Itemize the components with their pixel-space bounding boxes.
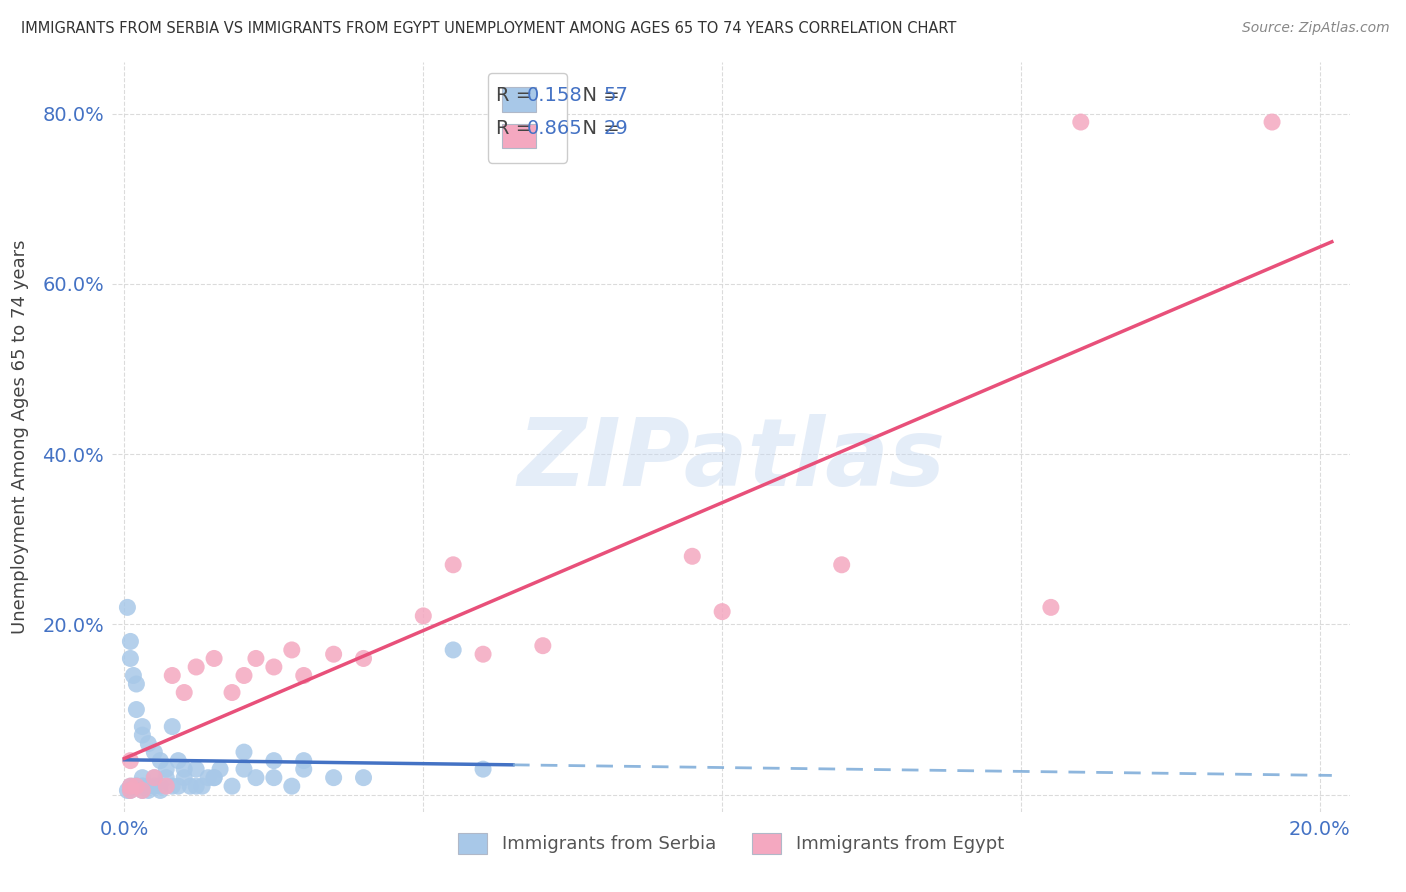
- Point: [117, 783, 139, 797]
- Point: [173, 685, 195, 699]
- Point: [186, 660, 208, 674]
- Point: [292, 668, 315, 682]
- Point: [472, 762, 495, 776]
- Point: [131, 771, 153, 785]
- Point: [281, 779, 304, 793]
- Point: [353, 651, 375, 665]
- Point: [131, 728, 153, 742]
- Y-axis label: Unemployment Among Ages 65 to 74 years: Unemployment Among Ages 65 to 74 years: [10, 240, 28, 634]
- Point: [197, 771, 219, 785]
- Point: [120, 779, 142, 793]
- Point: [173, 762, 195, 776]
- Point: [245, 771, 267, 785]
- Point: [221, 779, 243, 793]
- Point: [120, 779, 142, 793]
- Point: [125, 702, 148, 716]
- Point: [167, 779, 190, 793]
- Point: [353, 771, 375, 785]
- Text: 29: 29: [603, 119, 628, 138]
- Point: [138, 783, 160, 797]
- Point: [322, 771, 344, 785]
- Point: [233, 668, 256, 682]
- Point: [125, 779, 148, 793]
- Point: [711, 605, 734, 619]
- Point: [131, 720, 153, 734]
- Point: [117, 600, 139, 615]
- Point: [209, 762, 232, 776]
- Point: [167, 754, 190, 768]
- Point: [143, 745, 166, 759]
- Point: [221, 685, 243, 699]
- Point: [1070, 115, 1092, 129]
- Point: [179, 779, 201, 793]
- Point: [120, 783, 142, 797]
- Point: [173, 771, 195, 785]
- Point: [143, 771, 166, 785]
- Text: 0.865: 0.865: [527, 119, 582, 138]
- Point: [120, 634, 142, 648]
- Point: [233, 745, 256, 759]
- Point: [131, 779, 153, 793]
- Point: [472, 647, 495, 661]
- Point: [245, 651, 267, 665]
- Point: [202, 771, 225, 785]
- Point: [263, 660, 285, 674]
- Text: 57: 57: [603, 86, 628, 105]
- Text: N =: N =: [571, 119, 626, 138]
- Point: [155, 779, 177, 793]
- Point: [155, 771, 177, 785]
- Point: [292, 762, 315, 776]
- Point: [162, 720, 184, 734]
- Point: [162, 668, 184, 682]
- Point: [131, 783, 153, 797]
- Point: [292, 754, 315, 768]
- Point: [202, 651, 225, 665]
- Point: [149, 779, 172, 793]
- Point: [441, 558, 464, 572]
- Point: [281, 643, 304, 657]
- Legend: Immigrants from Serbia, Immigrants from Egypt: Immigrants from Serbia, Immigrants from …: [446, 821, 1017, 866]
- Point: [138, 737, 160, 751]
- Point: [1261, 115, 1284, 129]
- Point: [831, 558, 853, 572]
- Point: [143, 771, 166, 785]
- Text: R =: R =: [496, 119, 538, 138]
- Point: [681, 549, 703, 564]
- Point: [122, 779, 145, 793]
- Point: [191, 779, 214, 793]
- Point: [125, 779, 148, 793]
- Point: [143, 779, 166, 793]
- Point: [441, 643, 464, 657]
- Point: [125, 779, 148, 793]
- Point: [149, 783, 172, 797]
- Point: [412, 608, 434, 623]
- Point: [122, 668, 145, 682]
- Point: [202, 771, 225, 785]
- Point: [1039, 600, 1062, 615]
- Point: [120, 651, 142, 665]
- Text: R =: R =: [496, 86, 538, 105]
- Point: [138, 779, 160, 793]
- Point: [125, 677, 148, 691]
- Point: [186, 762, 208, 776]
- Point: [263, 754, 285, 768]
- Point: [322, 647, 344, 661]
- Point: [131, 783, 153, 797]
- Text: Source: ZipAtlas.com: Source: ZipAtlas.com: [1241, 21, 1389, 35]
- Point: [155, 762, 177, 776]
- Point: [263, 771, 285, 785]
- Text: IMMIGRANTS FROM SERBIA VS IMMIGRANTS FROM EGYPT UNEMPLOYMENT AMONG AGES 65 TO 74: IMMIGRANTS FROM SERBIA VS IMMIGRANTS FRO…: [21, 21, 956, 36]
- Text: N =: N =: [571, 86, 626, 105]
- Text: ZIPatlas: ZIPatlas: [517, 414, 945, 506]
- Point: [162, 779, 184, 793]
- Text: 0.158: 0.158: [527, 86, 582, 105]
- Point: [131, 779, 153, 793]
- Point: [149, 754, 172, 768]
- Point: [186, 779, 208, 793]
- Point: [120, 754, 142, 768]
- Point: [120, 783, 142, 797]
- Point: [125, 779, 148, 793]
- Point: [531, 639, 554, 653]
- Point: [233, 762, 256, 776]
